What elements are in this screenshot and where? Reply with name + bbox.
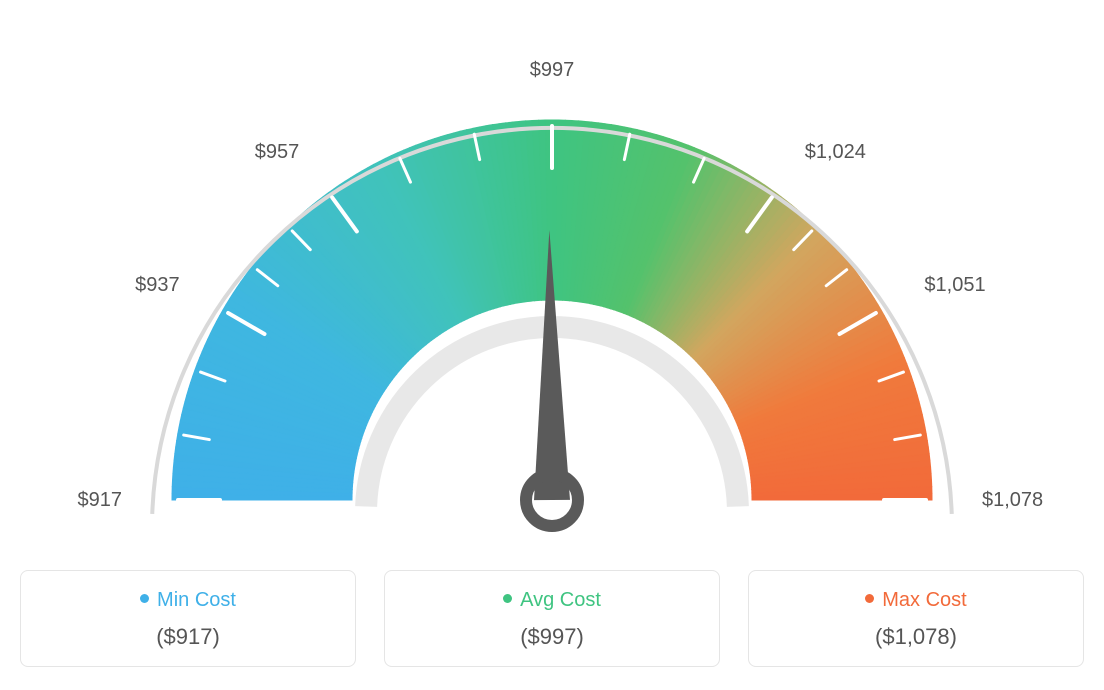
- legend-card-min: Min Cost ($917): [20, 570, 356, 667]
- legend-label: Max Cost: [759, 589, 1073, 612]
- legend-dot-icon: [503, 594, 512, 603]
- legend-value: ($917): [31, 624, 345, 650]
- legend-label: Min Cost: [31, 589, 345, 612]
- legend-dot-icon: [140, 594, 149, 603]
- legend-row: Min Cost ($917) Avg Cost ($997) Max Cost ($1,…: [20, 570, 1084, 667]
- gauge-tick-label: $937: [135, 274, 180, 296]
- legend-dot-icon: [865, 594, 874, 603]
- cost-gauge: $917 $937 $957 $997 $1,024 $1,051 $1,078: [20, 20, 1084, 560]
- legend-value: ($1,078): [759, 624, 1073, 650]
- legend-label-text: Max Cost: [882, 589, 966, 611]
- gauge-tick-label: $1,078: [982, 489, 1043, 511]
- legend-label: Avg Cost: [395, 589, 709, 612]
- legend-value: ($997): [395, 624, 709, 650]
- gauge-tick-label: $1,024: [805, 141, 866, 163]
- gauge-tick-label: $1,051: [924, 274, 985, 296]
- gauge-tick-label: $997: [530, 59, 575, 81]
- legend-label-text: Min Cost: [157, 589, 236, 611]
- legend-card-max: Max Cost ($1,078): [748, 570, 1084, 667]
- gauge-tick-label: $957: [255, 141, 300, 163]
- gauge-svg: $917 $937 $957 $997 $1,024 $1,051 $1,078: [20, 20, 1084, 560]
- legend-card-avg: Avg Cost ($997): [384, 570, 720, 667]
- legend-label-text: Avg Cost: [520, 589, 601, 611]
- gauge-tick-label: $917: [78, 489, 123, 511]
